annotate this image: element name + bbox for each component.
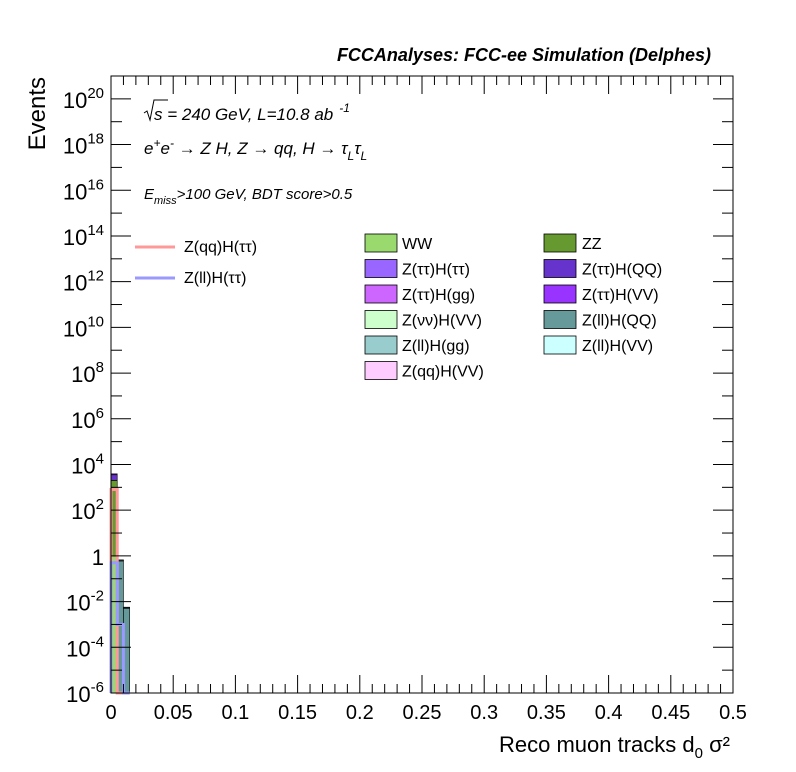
annotation-energy: s = 240 GeV, L=10.8 ab -1 — [143, 99, 350, 124]
legend-swatch — [364, 310, 398, 329]
y-axis: 1020 1018 1016 1014 1012 1010 108 106 104 102 1 10-… — [63, 75, 733, 707]
legend-label: Z(ll)H(gg) — [402, 338, 470, 355]
y-tick-label: 102 — [71, 496, 104, 524]
legend-label: Z(ττ)H(gg) — [402, 287, 475, 304]
y-tick-label: 10-2 — [66, 588, 104, 616]
legend-label: Z(ττ)H(ττ) — [402, 262, 470, 279]
y-tick-label: 1 — [92, 545, 104, 570]
legend-label: ZZ — [582, 236, 602, 253]
legend-swatch — [543, 310, 577, 329]
legend-label: Z(ll)H(QQ) — [582, 313, 657, 330]
legend-swatch — [543, 259, 577, 278]
y-tick-label: 1010 — [63, 313, 104, 341]
legend-signal-label: Z(qq)H(ττ) — [184, 239, 257, 256]
legend-swatch — [543, 335, 577, 355]
legend-swatch — [543, 233, 577, 253]
y-axis-label: Events — [24, 77, 51, 150]
x-axis-label: Reco muon tracks d0 σ² — [499, 732, 730, 762]
legend-label: WW — [402, 236, 433, 253]
legend-swatch — [364, 284, 398, 304]
legend-label: Z(ττ)H(VV) — [582, 287, 659, 304]
legend-swatch — [364, 259, 398, 278]
y-tick-label: 1020 — [63, 85, 104, 113]
x-axis: 0 0.05 0.1 0.15 0.2 0.25 0.3 0.35 0.4 0.45 0.5 — [105, 76, 747, 724]
x-tick-label: 0.5 — [719, 702, 747, 724]
x-tick-label: 0.15 — [278, 702, 317, 724]
legend-label: Z(νν)H(VV) — [402, 313, 482, 330]
x-tick-label: 0 — [105, 702, 116, 724]
x-tick-label: 0.2 — [346, 702, 374, 724]
y-tick-label: 1018 — [63, 131, 104, 159]
legend-swatch — [364, 335, 398, 355]
legend: Z(qq)H(ττ) Z(ll)H(ττ) WW Z(ττ)H(ττ) Z(ττ)H(g… — [135, 233, 662, 381]
y-tick-label: 10-4 — [66, 633, 104, 661]
x-tick-label: 0.25 — [403, 702, 442, 724]
legend-label: Z(ll)H(VV) — [582, 338, 653, 355]
x-tick-label: 0.4 — [595, 702, 623, 724]
svg-text:s = 240 GeV, L=10.8 ab-1: s = 240 GeV, L=10.8 ab -1 — [154, 101, 350, 124]
x-tick-label: 0.1 — [221, 702, 249, 724]
y-tick-label: 10-6 — [66, 679, 104, 707]
bar-3-0 — [110, 474, 118, 481]
legend-swatch — [543, 284, 577, 304]
sqrt-symbol — [143, 99, 168, 122]
annotation-cuts: Emiss>100 GeV, BDT score>0.5 — [144, 186, 353, 207]
y-tick-label: 108 — [71, 359, 104, 387]
y-tick-label: 104 — [71, 450, 104, 478]
x-tick-label: 0.45 — [651, 702, 690, 724]
x-tick-label: 0.05 — [154, 702, 193, 724]
legend-swatch — [364, 233, 398, 253]
x-tick-label: 0.3 — [470, 702, 498, 724]
y-tick-label: 1014 — [63, 222, 104, 250]
chart-header-title: FCCAnalyses: FCC-ee Simulation (Delphes) — [337, 45, 711, 65]
y-tick-label: 1016 — [63, 176, 104, 204]
y-tick-label: 1012 — [63, 268, 104, 296]
bar-5-0 — [110, 473, 118, 475]
y-tick-label: 106 — [71, 405, 104, 433]
legend-swatch — [364, 361, 398, 380]
legend-label: Z(qq)H(VV) — [402, 364, 484, 381]
legend-label: Z(ττ)H(QQ) — [582, 262, 662, 279]
legend-signal-label: Z(ll)H(ττ) — [184, 270, 246, 287]
x-tick-label: 0.35 — [527, 702, 566, 724]
